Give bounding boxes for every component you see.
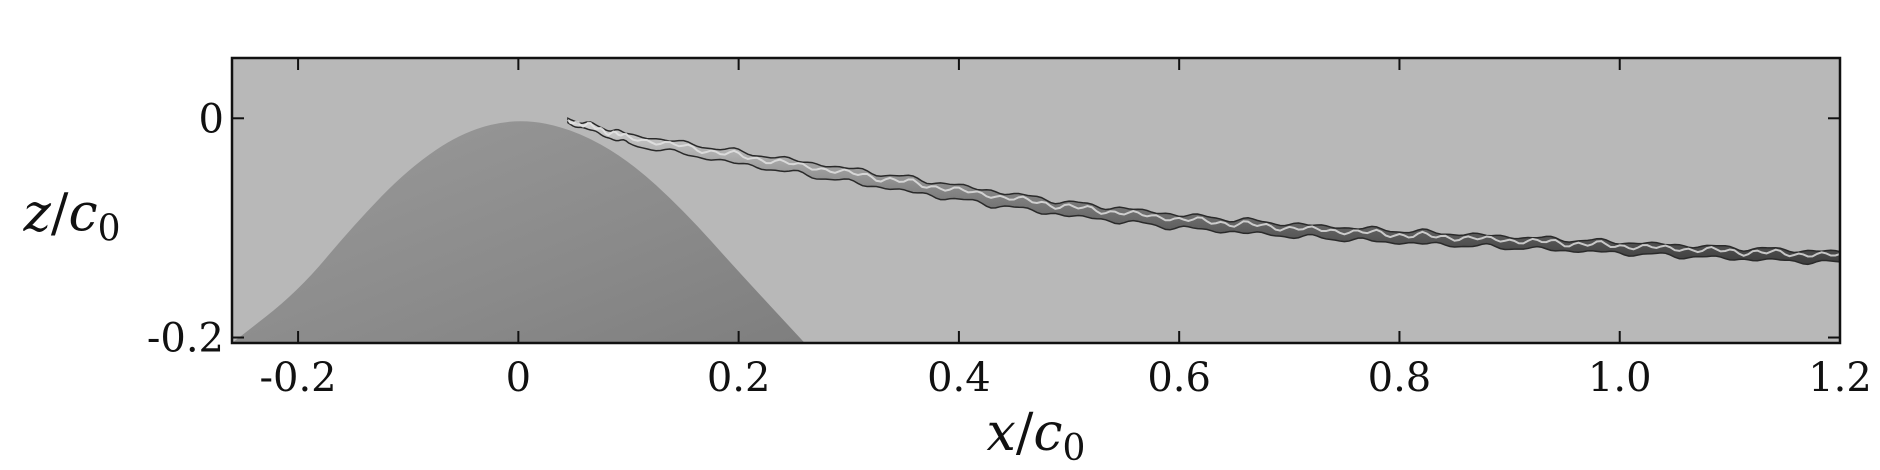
y-axis-ticks: 0 -0.2 bbox=[147, 96, 1840, 362]
y-tick-label: -0.2 bbox=[147, 316, 224, 362]
x-tick-label: -0.2 bbox=[260, 355, 337, 401]
x-tick-label: 0.4 bbox=[927, 355, 991, 401]
y-tick-label: 0 bbox=[199, 96, 224, 142]
wing-body-shape bbox=[232, 121, 805, 343]
x-tick-label: 0.2 bbox=[707, 355, 771, 401]
x-axis-ticks: -0.2 0 0.2 0.4 0.6 0.8 1.0 1.2 bbox=[260, 58, 1872, 401]
x-axis-label: x/c0 bbox=[987, 403, 1086, 469]
x-tick-label: 0.8 bbox=[1368, 355, 1432, 401]
x-tick-label: 0 bbox=[506, 355, 531, 401]
y-axis-label: z/c0 bbox=[23, 184, 121, 250]
x-tick-label: 1.2 bbox=[1808, 355, 1872, 401]
vortex-core-tube bbox=[567, 117, 1840, 266]
x-tick-label: 0.6 bbox=[1147, 355, 1211, 401]
x-tick-label: 1.0 bbox=[1588, 355, 1652, 401]
vortex-core-ridge bbox=[567, 119, 1840, 258]
plot-frame bbox=[230, 56, 1842, 345]
